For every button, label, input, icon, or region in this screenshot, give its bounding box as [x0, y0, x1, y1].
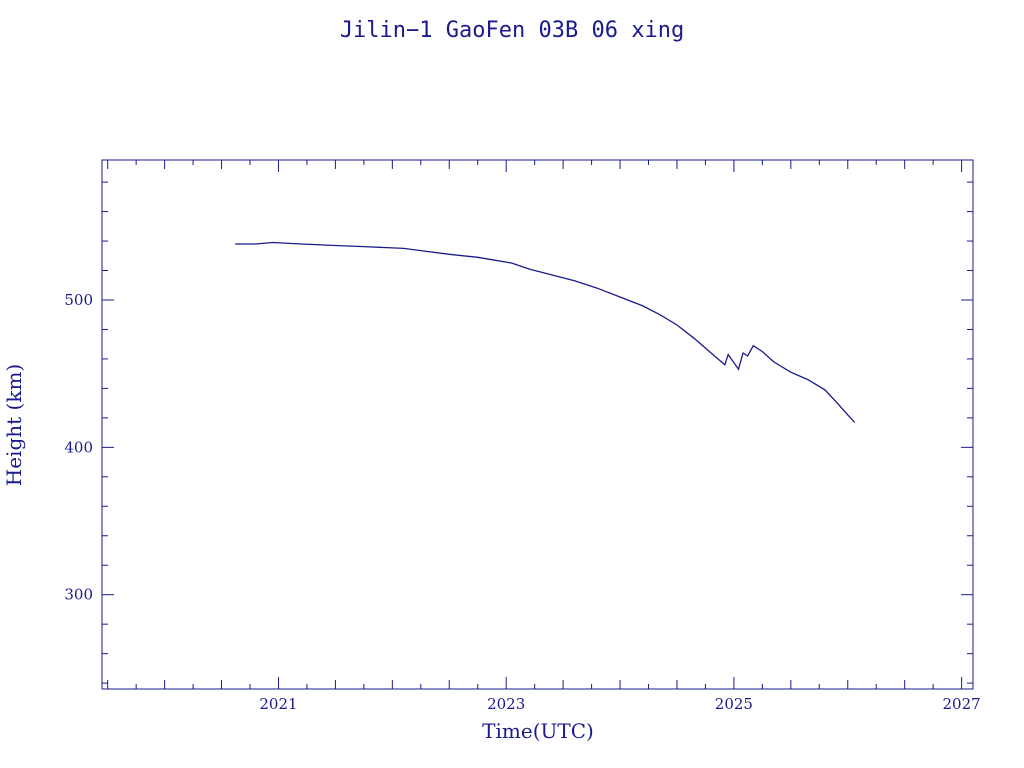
x-tick-label: 2023 [487, 695, 525, 713]
y-axis-label: Height (km) [2, 364, 26, 486]
chart-title: Jilin−1 GaoFen 03B 06 xing [340, 18, 684, 43]
axis-ticks [102, 160, 973, 689]
y-tick-label: 500 [64, 291, 93, 309]
x-axis-label: Time(UTC) [482, 719, 594, 743]
x-tick-label: 2025 [715, 695, 753, 713]
x-tick-label: 2027 [943, 695, 981, 713]
x-tick-label: 2021 [259, 695, 297, 713]
y-tick-label: 400 [64, 438, 93, 456]
plot-frame [101, 159, 974, 690]
tick-labels: 2021 2023 2025 2027 300 400 500 [64, 291, 980, 713]
height-series-line [235, 241, 856, 423]
y-tick-label: 300 [64, 586, 93, 604]
